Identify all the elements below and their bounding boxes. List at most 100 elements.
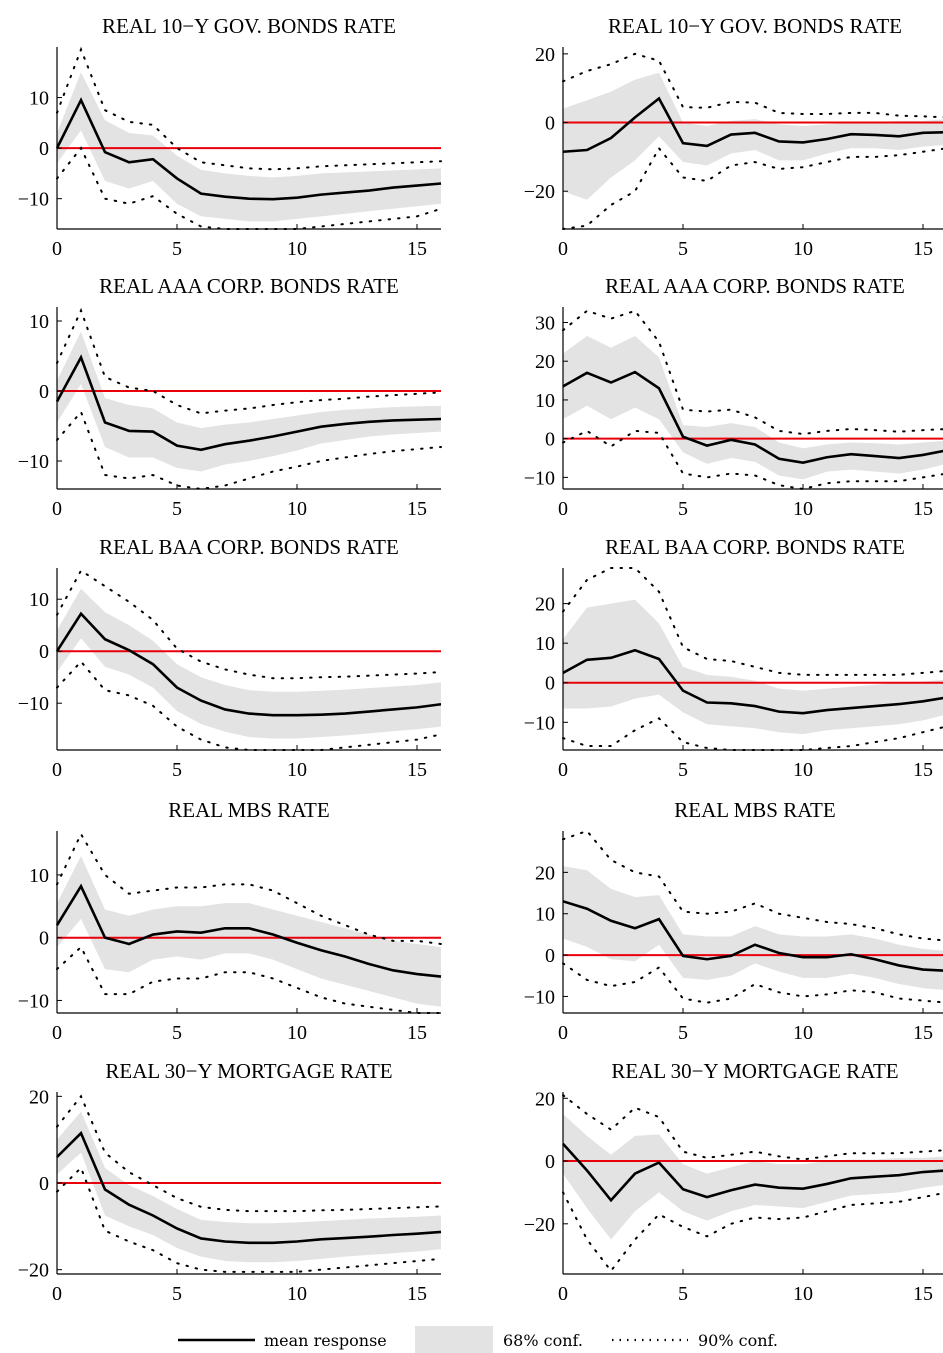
upper-90-bound	[56, 569, 442, 680]
x-tick-label: 10	[287, 1283, 307, 1305]
y-tick-label: 10	[29, 88, 49, 110]
chart-panel-6: REAL BAA CORP. BONDS RATE 0 5 10 15 −10 0 10 20	[524, 535, 943, 781]
lower-90-bound	[562, 1191, 943, 1273]
legend-90-label: 90% conf.	[698, 1331, 778, 1350]
x-tick-label: 10	[287, 498, 307, 520]
mean-response-line	[562, 900, 943, 972]
confidence-band-68	[563, 336, 943, 480]
upper-90-bound	[56, 307, 442, 415]
y-tick-label: −10	[18, 451, 49, 473]
confidence-band-68	[563, 866, 943, 990]
x-tick-label: 0	[52, 1022, 62, 1044]
y-tick-label: 20	[535, 1088, 555, 1110]
x-tick-label: 0	[52, 238, 62, 260]
x-tick-label: 15	[913, 498, 933, 520]
upper-90-bound	[562, 309, 943, 436]
y-tick-label: 10	[29, 865, 49, 887]
mean-response-line	[55, 354, 442, 452]
confidence-band-68	[563, 1113, 943, 1240]
x-tick-label: 0	[558, 1022, 568, 1044]
x-tick-label: 0	[558, 498, 568, 520]
x-tick-label: 10	[793, 759, 813, 781]
y-tick-label: 0	[545, 113, 555, 135]
x-tick-label: 0	[52, 1283, 62, 1305]
y-tick-label: 0	[39, 138, 49, 160]
y-tick-label: −20	[18, 1260, 49, 1282]
confidence-band-68	[57, 72, 441, 222]
legend-68-swatch	[415, 1326, 493, 1353]
x-tick-label: 15	[913, 1022, 933, 1044]
mean-response-line	[55, 883, 442, 978]
x-tick-label: 10	[793, 498, 813, 520]
y-tick-label: 30	[535, 312, 555, 334]
x-tick-label: 15	[407, 1022, 427, 1044]
mean-response-line	[562, 1142, 943, 1203]
y-tick-label: −10	[18, 990, 49, 1012]
x-tick-label: 5	[172, 1283, 182, 1305]
mean-response-line	[56, 1130, 442, 1245]
chart-panel-1: REAL 10−Y GOV. BONDS RATE 0 5 10 15 −10 0 10	[18, 14, 442, 260]
mean-response-line	[562, 96, 943, 154]
y-tick-label: 0	[545, 1151, 555, 1173]
upper-90-bound	[56, 832, 442, 945]
x-tick-label: 15	[913, 1283, 933, 1305]
x-tick-label: 0	[558, 759, 568, 781]
y-tick-label: 10	[535, 633, 555, 655]
x-tick-label: 0	[52, 759, 62, 781]
lower-90-bound	[562, 962, 943, 1004]
x-tick-label: 5	[678, 498, 688, 520]
legend-68-label: 68% conf.	[503, 1331, 583, 1350]
y-tick-label: 0	[545, 429, 555, 451]
confidence-band-68	[57, 588, 441, 739]
y-tick-label: 0	[39, 641, 49, 663]
x-tick-label: 10	[287, 1022, 307, 1044]
y-tick-label: 10	[535, 390, 555, 412]
x-tick-label: 15	[913, 759, 933, 781]
x-tick-label: 0	[558, 238, 568, 260]
mean-response-line	[562, 648, 943, 715]
x-tick-label: 10	[287, 759, 307, 781]
panel-title: REAL 30−Y MORTGAGE RATE	[105, 1059, 392, 1083]
confidence-band-68	[57, 1111, 441, 1263]
legend: mean response 68% conf. 90% conf.	[178, 1326, 778, 1353]
y-tick-label: −10	[524, 986, 555, 1008]
x-tick-label: 15	[407, 759, 427, 781]
x-tick-label: 5	[172, 498, 182, 520]
panel-title: REAL AAA CORP. BONDS RATE	[605, 274, 905, 298]
x-tick-label: 10	[287, 238, 307, 260]
x-tick-label: 5	[172, 238, 182, 260]
mean-response-line	[55, 97, 442, 201]
x-tick-label: 15	[407, 238, 427, 260]
chart-panel-10: REAL 30−Y MORTGAGE RATE 0 5 10 15 −20 0 20	[524, 1059, 943, 1305]
x-tick-label: 15	[407, 1283, 427, 1305]
y-tick-label: 0	[39, 928, 49, 950]
x-tick-label: 15	[913, 238, 933, 260]
lower-90-bound	[56, 1166, 442, 1273]
x-tick-label: 5	[678, 1022, 688, 1044]
x-tick-label: 0	[52, 498, 62, 520]
panel-title: REAL 30−Y MORTGAGE RATE	[611, 1059, 898, 1083]
lower-90-bound	[562, 429, 943, 491]
x-tick-label: 5	[172, 759, 182, 781]
confidence-band-68	[563, 72, 943, 200]
x-tick-label: 5	[678, 759, 688, 781]
y-tick-label: 0	[545, 673, 555, 695]
x-tick-label: 5	[172, 1022, 182, 1044]
y-tick-label: 10	[29, 311, 49, 333]
x-tick-label: 5	[678, 1283, 688, 1305]
y-tick-label: 20	[535, 351, 555, 373]
upper-90-bound	[562, 1094, 943, 1161]
chart-panel-3: REAL AAA CORP. BONDS RATE 0 5 10 15 −10 0 10	[18, 274, 442, 520]
panel-title: REAL MBS RATE	[168, 798, 329, 822]
panel-title: REAL MBS RATE	[674, 798, 835, 822]
panel-title: REAL 10−Y GOV. BONDS RATE	[608, 14, 902, 38]
mean-response-line	[562, 370, 943, 464]
y-tick-label: 0	[39, 1173, 49, 1195]
mean-response-line	[55, 611, 442, 717]
